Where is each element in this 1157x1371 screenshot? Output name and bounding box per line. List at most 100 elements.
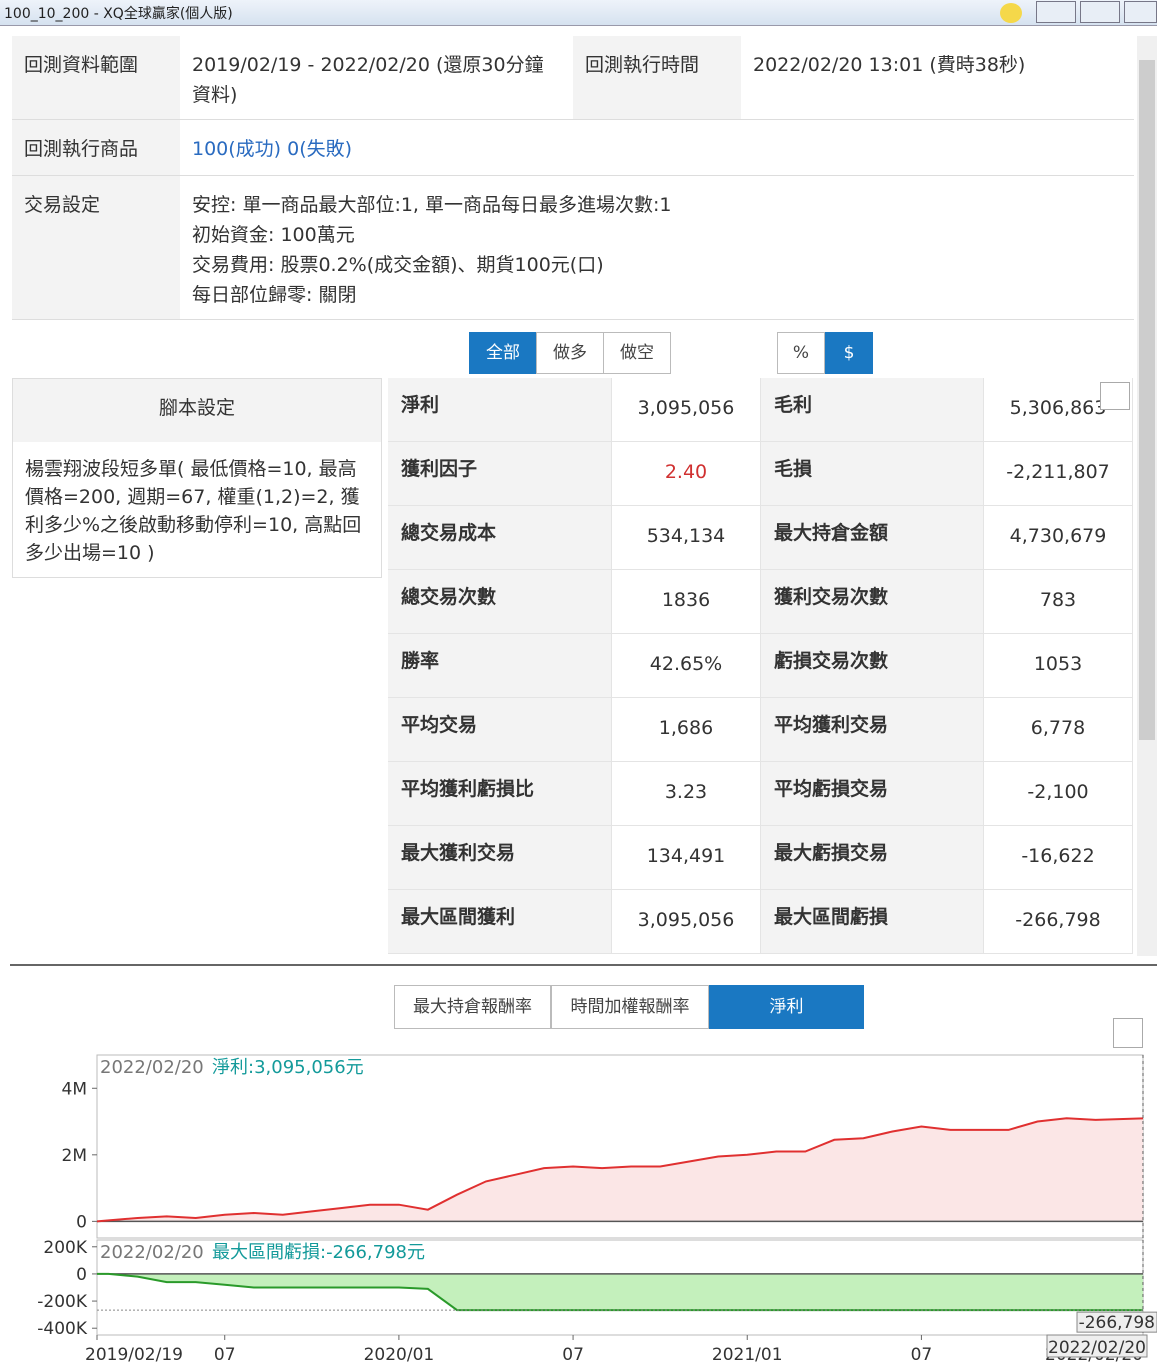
y-tick-label: -400K	[37, 1319, 88, 1339]
stat-value: -266,798	[984, 890, 1133, 954]
expand-button[interactable]	[1100, 382, 1130, 410]
x-tick-label: 07	[562, 1345, 584, 1365]
title-bar: 100_10_200 - XQ全球贏家(個人版)	[0, 0, 1157, 26]
y-tick-label: 200K	[43, 1238, 87, 1258]
value-tag-label: -266,798	[1079, 1313, 1155, 1333]
stat-value: 5,306,863	[984, 378, 1133, 442]
stat-value: 134,491	[612, 826, 761, 890]
window-title: 100_10_200 - XQ全球贏家(個人版)	[4, 6, 233, 22]
scroll-thumb[interactable]	[1139, 60, 1155, 740]
chart-tab[interactable]: 最大持倉報酬率	[394, 985, 551, 1029]
info-value: 安控: 單一商品最大部位:1, 單一商品每日最多進場次數:1 初始資金: 100萬…	[180, 176, 1134, 320]
x-tick-label: 07	[214, 1345, 236, 1365]
stat-value: 3.23	[612, 762, 761, 826]
x-tick-label: 2019/02/19	[85, 1345, 183, 1365]
date-tag-label: 2022/02/20	[1048, 1338, 1146, 1358]
info-label: 回測執行商品	[12, 120, 180, 176]
annotation: 最大區間虧損:-266,798元	[212, 1242, 425, 1263]
stat-value: 783	[984, 570, 1133, 634]
side-tab[interactable]: 全部	[469, 332, 537, 374]
stat-label: 毛損	[761, 442, 984, 506]
chart-tab[interactable]: 時間加權報酬率	[551, 985, 709, 1029]
stat-value: -2,100	[984, 762, 1133, 826]
stat-label: 淨利	[388, 378, 612, 442]
info-label: 回測執行時間	[573, 36, 741, 120]
stat-value: 1053	[984, 634, 1133, 698]
annotation-date: 2022/02/20	[100, 1057, 204, 1078]
x-tick-label: 2020/01	[364, 1345, 435, 1365]
setting-line: 初始資金: 100萬元	[192, 224, 355, 246]
plot-area	[96, 1239, 1144, 1336]
side-tab[interactable]: 做空	[603, 332, 671, 374]
stat-label: 最大獲利交易	[388, 826, 612, 890]
script-header: 腳本設定	[13, 379, 381, 442]
stat-value: -2,211,807	[984, 442, 1133, 506]
line	[97, 1272, 1143, 1312]
info-label: 交易設定	[12, 176, 180, 320]
help-button[interactable]	[1000, 3, 1022, 23]
stat-value: 3,095,056	[612, 890, 761, 954]
stat-label: 虧損交易次數	[761, 634, 984, 698]
x-tick-label: 07	[911, 1345, 933, 1365]
info-value: 2019/02/19 - 2022/02/20 (還原30分鐘資料)	[180, 36, 573, 120]
maximize-button[interactable]	[1080, 1, 1120, 23]
stat-label: 最大持倉金額	[761, 506, 984, 570]
scrollbar[interactable]	[1137, 36, 1157, 956]
setting-line: 交易費用: 股票0.2%(成交金額)、期貨100元(口)	[192, 254, 604, 276]
stat-label: 獲利因子	[388, 442, 612, 506]
close-button[interactable]	[1124, 1, 1157, 23]
stat-value: 1,686	[612, 698, 761, 762]
area	[97, 1118, 1143, 1222]
x-tick-label: 2022/02/20	[1045, 1345, 1143, 1365]
stat-value: 6,778	[984, 698, 1133, 762]
date-tag	[1046, 1334, 1148, 1358]
y-tick-label: 4M	[62, 1079, 87, 1099]
y-tick-label: -200K	[37, 1292, 88, 1312]
info-label: 回測資料範圍	[12, 36, 180, 120]
stat-label: 平均交易	[388, 698, 612, 762]
stat-label: 平均虧損交易	[761, 762, 984, 826]
stat-value: 534,134	[612, 506, 761, 570]
info-value: 100(成功) 0(失敗)	[180, 120, 1134, 176]
chart-expand-button[interactable]	[1113, 1018, 1143, 1048]
stat-value: 4,730,679	[984, 506, 1133, 570]
chart-tab[interactable]: 淨利	[709, 985, 864, 1029]
stat-label: 最大區間虧損	[761, 890, 984, 954]
info-value: 2022/02/20 13:01 (費時38秒)	[741, 36, 1134, 120]
unit-tab[interactable]: %	[777, 332, 825, 374]
x-tick-label: 2021/01	[712, 1345, 783, 1365]
y-tick-label: 2M	[62, 1146, 87, 1166]
stat-label: 總交易次數	[388, 570, 612, 634]
stat-value: 1836	[612, 570, 761, 634]
stat-label: 平均獲利交易	[761, 698, 984, 762]
area	[97, 1273, 1143, 1311]
setting-line: 每日部位歸零: 關閉	[192, 284, 357, 306]
setting-line: 安控: 單一商品最大部位:1, 單一商品每日最多進場次數:1	[192, 194, 672, 216]
info-table: 回測資料範圍 2019/02/19 - 2022/02/20 (還原30分鐘資料)…	[12, 36, 1134, 320]
stat-value: -16,622	[984, 826, 1133, 890]
stat-label: 最大區間獲利	[388, 890, 612, 954]
stat-label: 最大虧損交易	[761, 826, 984, 890]
stat-label: 勝率	[388, 634, 612, 698]
stat-value: 42.65%	[612, 634, 761, 698]
unit-tab[interactable]: $	[825, 332, 873, 374]
stats-table: 淨利 3,095,056 毛利 5,306,863 獲利因子 2.40 毛損 -2,211,8…	[388, 378, 1133, 956]
value-tag	[1076, 1311, 1157, 1333]
script-panel: 腳本設定 楊雲翔波段短多單( 最低價格=10, 最高價格=200, 週期=67,…	[12, 378, 382, 578]
stat-label: 總交易成本	[388, 506, 612, 570]
splitter[interactable]	[10, 964, 1157, 966]
script-text: 楊雲翔波段短多單( 最低價格=10, 最高價格=200, 週期=67, 權重(1…	[25, 458, 362, 564]
plot-area	[96, 1054, 1144, 1239]
y-tick-label: 0	[76, 1212, 87, 1232]
side-tab[interactable]: 做多	[536, 332, 604, 374]
y-tick-label: 0	[76, 1265, 87, 1285]
line	[96, 1117, 1144, 1223]
stat-label: 毛利	[761, 378, 984, 442]
annotation-date: 2022/02/20	[100, 1242, 204, 1263]
stat-label: 獲利交易次數	[761, 570, 984, 634]
annotation: 淨利:3,095,056元	[212, 1057, 364, 1078]
stat-label: 平均獲利虧損比	[388, 762, 612, 826]
minimize-button[interactable]	[1036, 1, 1076, 23]
stat-value: 3,095,056	[612, 378, 761, 442]
